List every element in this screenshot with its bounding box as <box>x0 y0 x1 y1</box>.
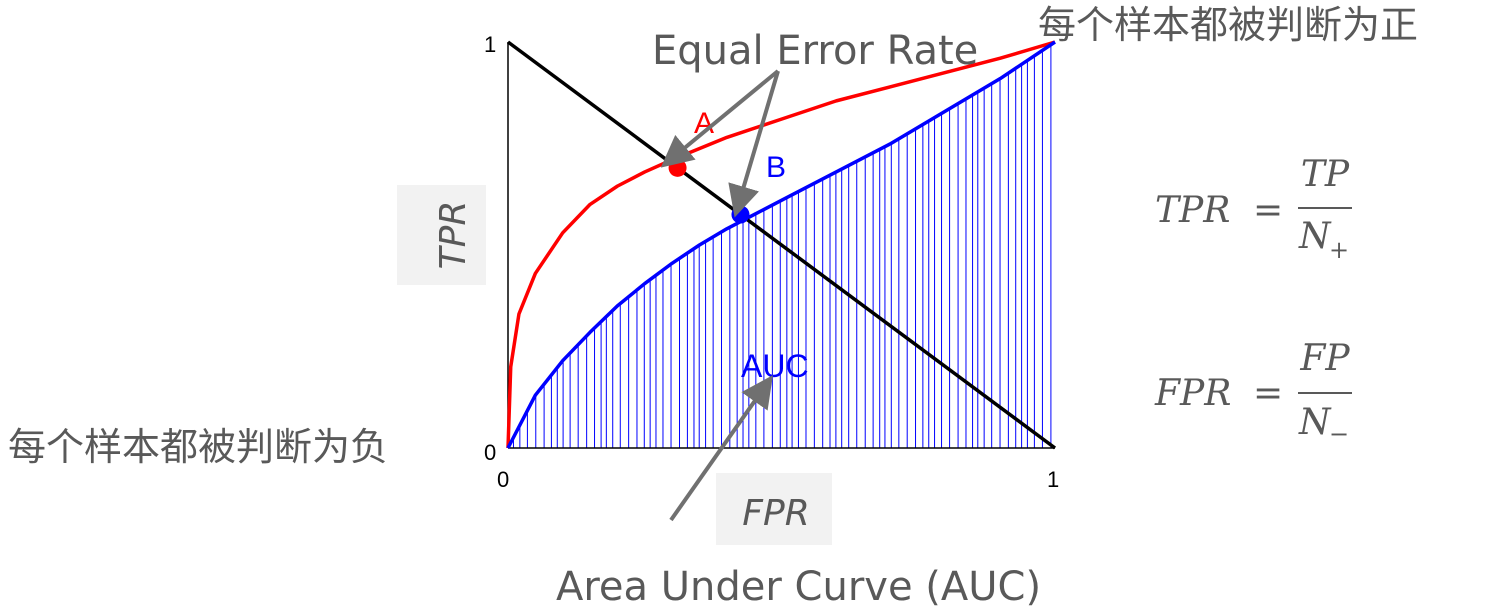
fpr-numerator: FP <box>1299 338 1350 379</box>
fpr-formula: FPR = FP N − <box>1154 338 1352 448</box>
x-axis-label: FPR <box>742 493 809 534</box>
y-axis-label: TPR <box>433 201 474 270</box>
diagonal-line <box>506 40 1057 450</box>
tpr-formula: TPR = TP N + <box>1155 154 1352 264</box>
eer-point-b <box>731 205 750 224</box>
curve-a-label: A <box>694 107 714 140</box>
fpr-denominator-sub: − <box>1329 420 1349 448</box>
tpr-lhs: TPR <box>1155 190 1230 231</box>
y-tick-bottom: 0 <box>484 440 496 465</box>
fpr-equals: = <box>1253 373 1283 414</box>
fpr-lhs: FPR <box>1154 373 1231 414</box>
x-tick-right: 1 <box>1047 467 1059 492</box>
x-axis-label-box <box>716 473 832 545</box>
curve-b <box>506 40 1056 449</box>
annotation-all-negative: 每个样本都被判断为负 <box>8 425 388 469</box>
y-axis-label-box <box>397 185 486 285</box>
eer-arrow-b <box>728 70 780 218</box>
tpr-denominator-sub: + <box>1329 236 1349 264</box>
y-tick-top: 1 <box>484 32 496 57</box>
annotation-all-positive: 每个样本都被判断为正 <box>1038 3 1418 47</box>
eer-point-a <box>668 158 687 177</box>
curve-a <box>506 40 1056 449</box>
tpr-equals: = <box>1253 190 1283 231</box>
tpr-numerator: TP <box>1301 154 1350 195</box>
auc-arrow <box>669 375 773 522</box>
tpr-denominator: N <box>1298 216 1332 257</box>
x-tick-left: 0 <box>497 467 509 492</box>
curve-b-label: B <box>766 151 786 184</box>
auc-caption: Area Under Curve (AUC) <box>556 564 1041 610</box>
auc-region-label: AUC <box>741 348 809 384</box>
fpr-denominator: N <box>1298 402 1332 443</box>
eer-arrow-a <box>660 69 780 168</box>
equal-error-rate-label: Equal Error Rate <box>652 28 978 74</box>
